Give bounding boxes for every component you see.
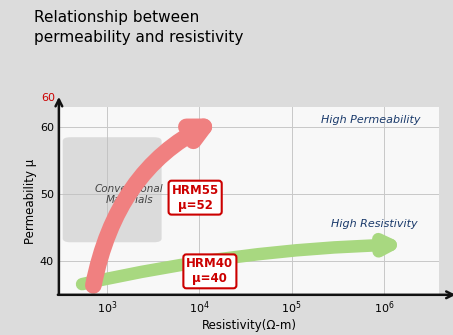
Text: HRM55
μ=52: HRM55 μ=52 bbox=[172, 184, 219, 212]
X-axis label: Resistivity(Ω-m): Resistivity(Ω-m) bbox=[202, 319, 297, 332]
Text: High Permeability: High Permeability bbox=[321, 115, 421, 125]
Text: Conventional
Materials: Conventional Materials bbox=[95, 184, 164, 205]
Text: HRM40
μ=40: HRM40 μ=40 bbox=[186, 257, 233, 285]
FancyBboxPatch shape bbox=[63, 137, 162, 242]
Text: High Resistivity: High Resistivity bbox=[332, 218, 418, 228]
Y-axis label: Permeability μ: Permeability μ bbox=[24, 158, 37, 244]
Text: Relationship between
permeability and resistivity: Relationship between permeability and re… bbox=[34, 10, 243, 45]
Text: 60: 60 bbox=[41, 93, 55, 103]
